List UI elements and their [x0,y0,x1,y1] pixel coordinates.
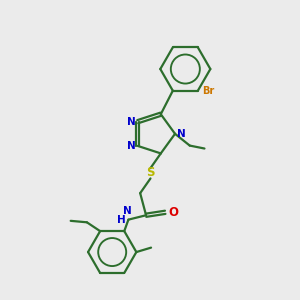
Text: N: N [127,141,135,151]
Text: N: N [177,129,186,139]
Text: O: O [169,206,179,219]
Text: N: N [123,206,132,216]
Text: Br: Br [202,86,214,96]
Text: H: H [117,215,125,225]
Text: N: N [127,117,135,127]
Text: S: S [146,166,155,179]
